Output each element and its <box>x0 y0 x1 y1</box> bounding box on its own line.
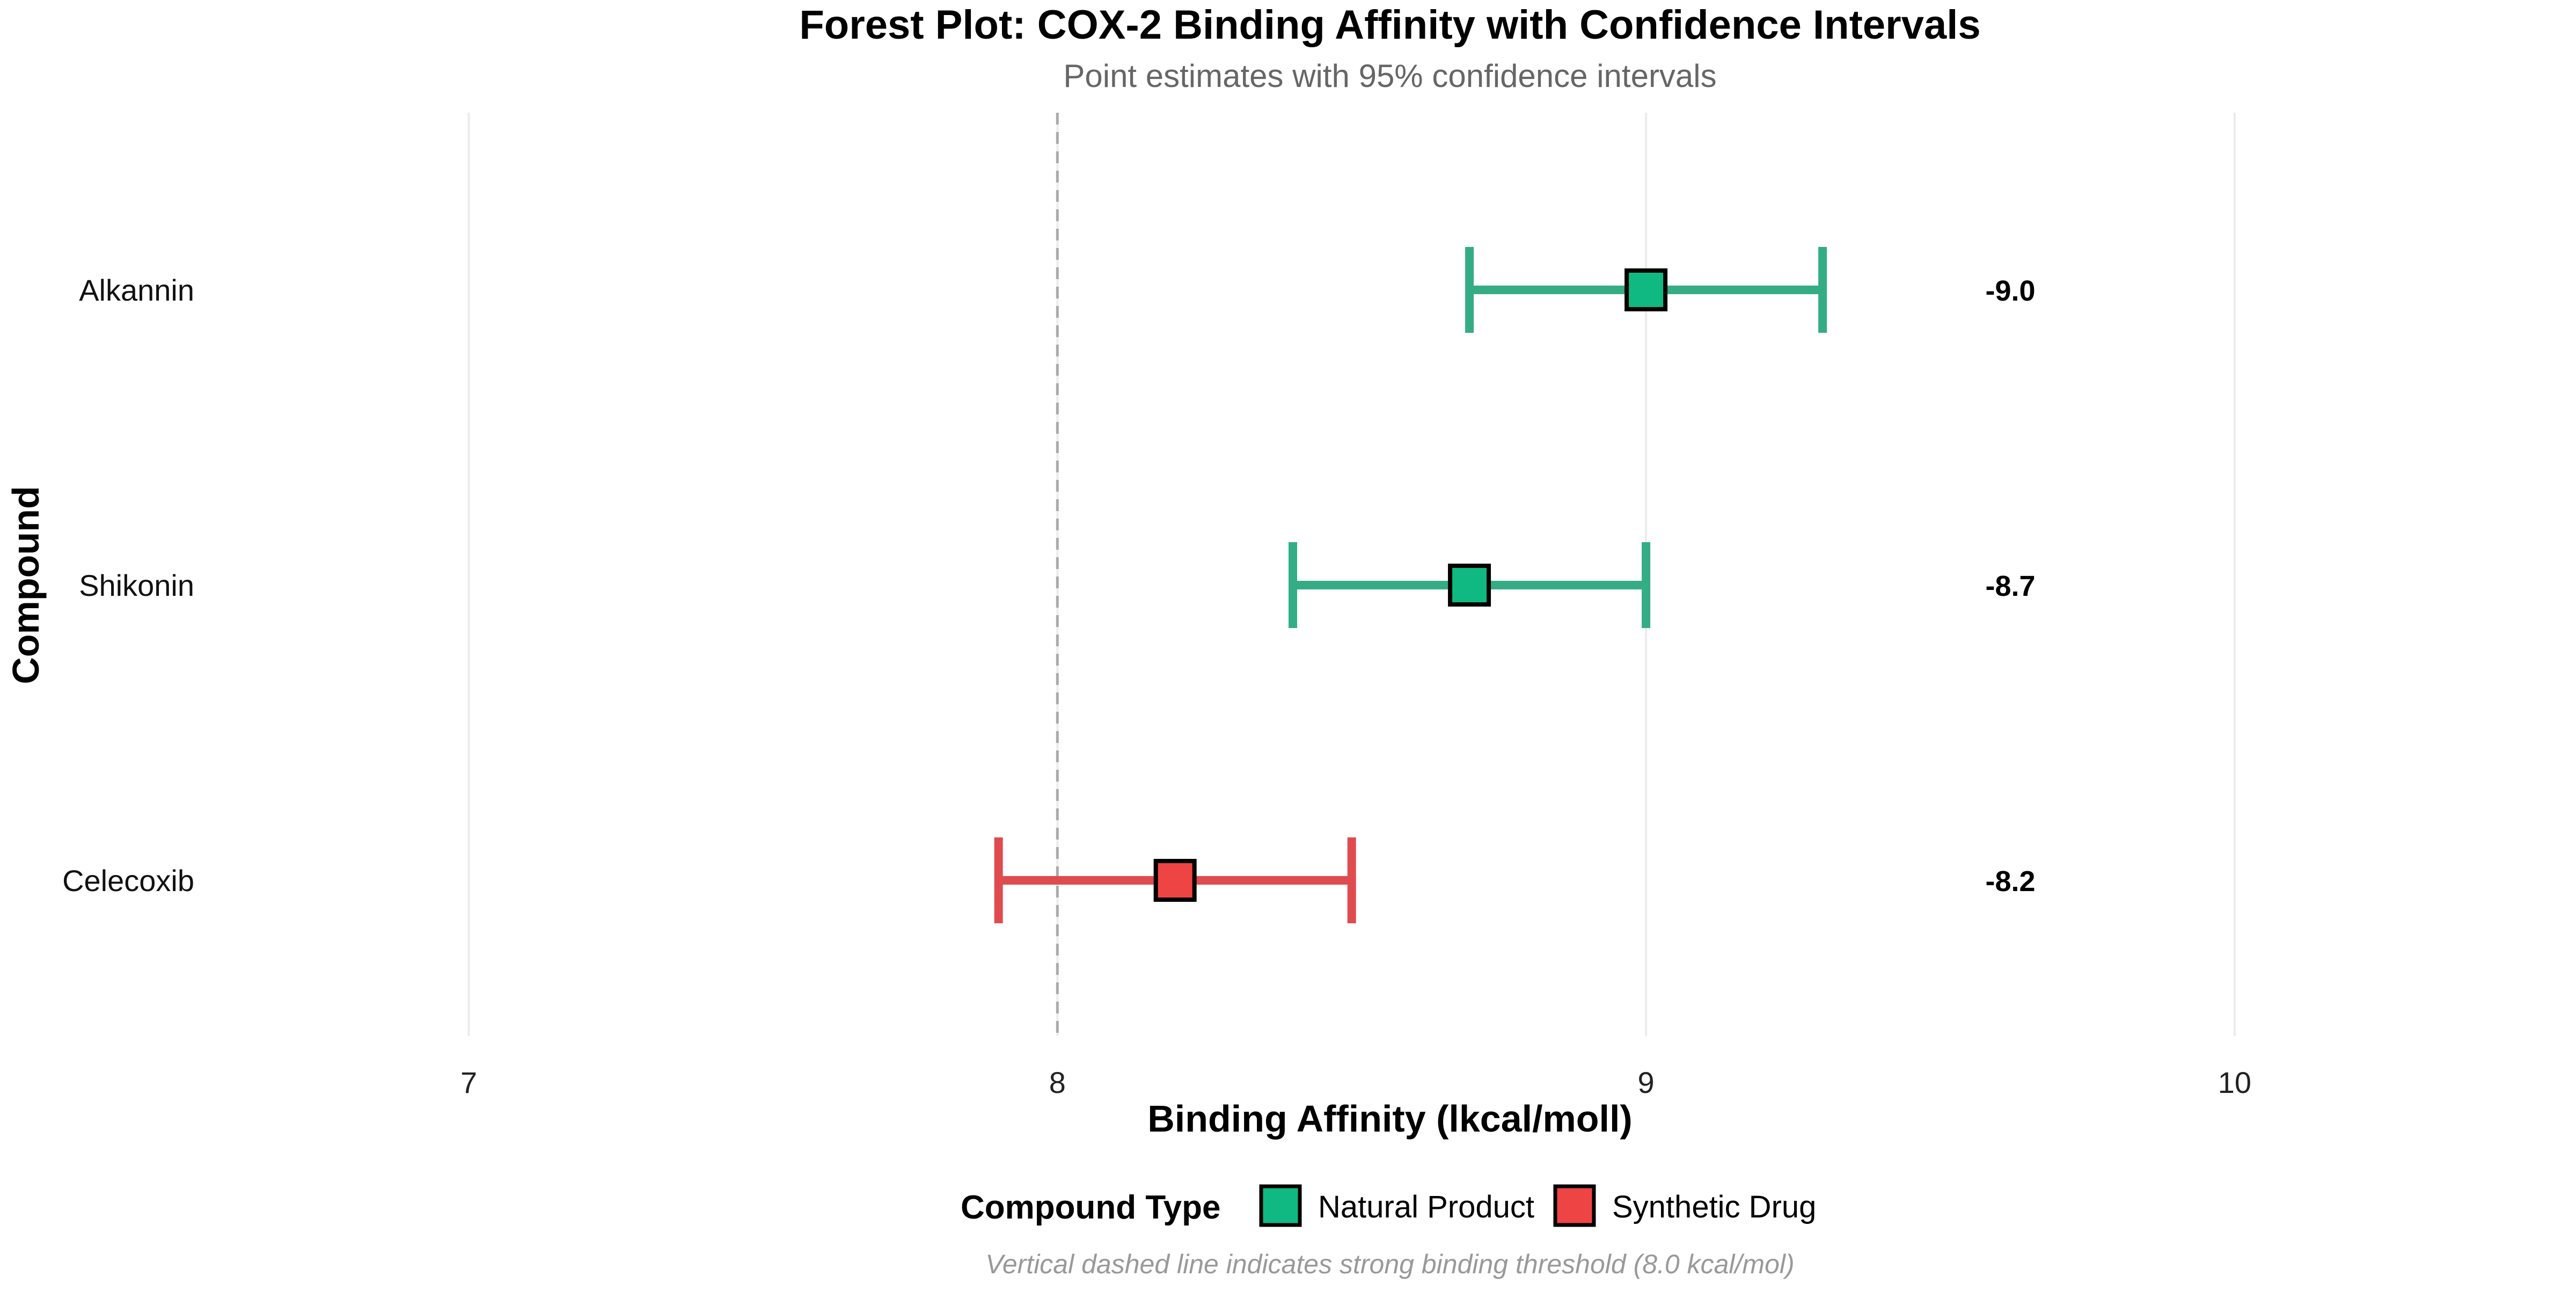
chart-caption: Vertical dashed line indicates strong bi… <box>985 1249 1794 1279</box>
legend-label-synthetic: Synthetic Drug <box>1612 1190 1816 1224</box>
point-estimate <box>1448 564 1491 607</box>
marks-layer <box>994 247 1827 923</box>
chart-subtitle: Point estimates with 95% confidence inte… <box>1063 58 1716 94</box>
x-tick-label: 10 <box>2218 1066 2251 1099</box>
legend-label-natural: Natural Product <box>1318 1190 1534 1224</box>
x-tick-label: 7 <box>460 1066 477 1099</box>
x-ticks-layer: 7 8 9 10 <box>460 1066 2251 1099</box>
legend-key-synthetic <box>1553 1184 1596 1227</box>
point-estimate <box>1624 268 1668 311</box>
y-labels-layer: Alkannin Shikonin Celecoxib <box>62 273 194 898</box>
x-tick-label: 8 <box>1049 1066 1066 1099</box>
legend: Compound Type Natural Product Synthetic … <box>961 1184 1816 1227</box>
x-axis-title: Binding Affinity (lkcal/moll) <box>1147 1098 1633 1140</box>
value-label: -9.0 <box>1985 275 2035 307</box>
y-tick-label: Celecoxib <box>62 864 194 898</box>
point-estimate <box>1153 859 1197 902</box>
y-axis-title: Compound <box>5 486 47 684</box>
legend-key-natural <box>1259 1184 1302 1227</box>
value-labels-layer: -9.0 -8.7 -8.2 <box>1985 275 2035 898</box>
x-tick-label: 9 <box>1638 1066 1655 1099</box>
value-label: -8.2 <box>1985 865 2035 898</box>
legend-title: Compound Type <box>961 1189 1220 1226</box>
chart-title: Forest Plot: COX-2 Binding Affinity with… <box>799 2 1980 48</box>
y-tick-label: Alkannin <box>79 273 194 307</box>
y-tick-label: Shikonin <box>79 568 194 602</box>
value-label: -8.7 <box>1985 570 2035 602</box>
